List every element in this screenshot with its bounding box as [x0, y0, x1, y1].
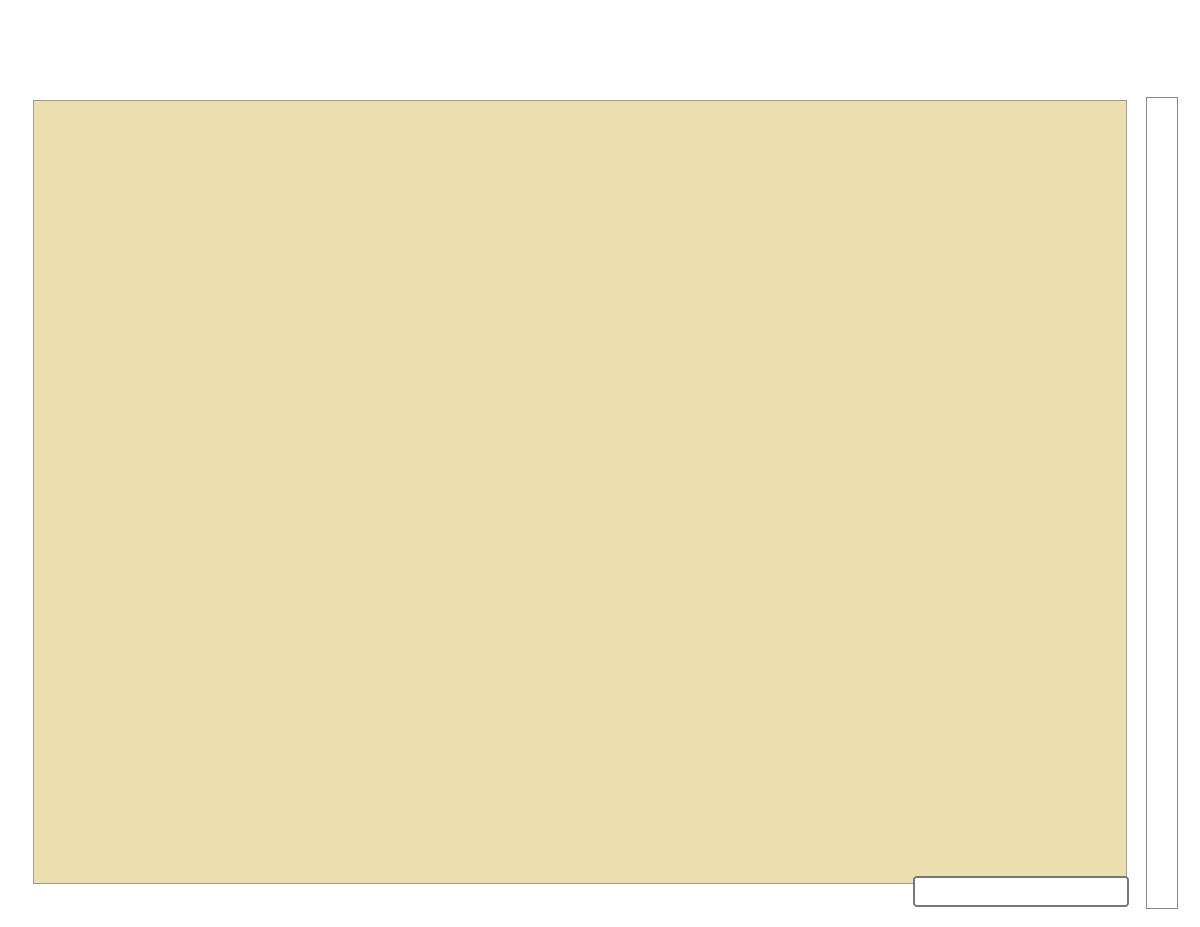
map-plot-area: [33, 100, 1127, 884]
watermark-badge: [913, 876, 1129, 907]
subtitle-datetime-row: [0, 41, 1200, 61]
gap1: [574, 41, 605, 61]
map-canvas: [34, 101, 1126, 883]
colorbar: [1146, 97, 1178, 909]
gap2: [605, 41, 625, 61]
